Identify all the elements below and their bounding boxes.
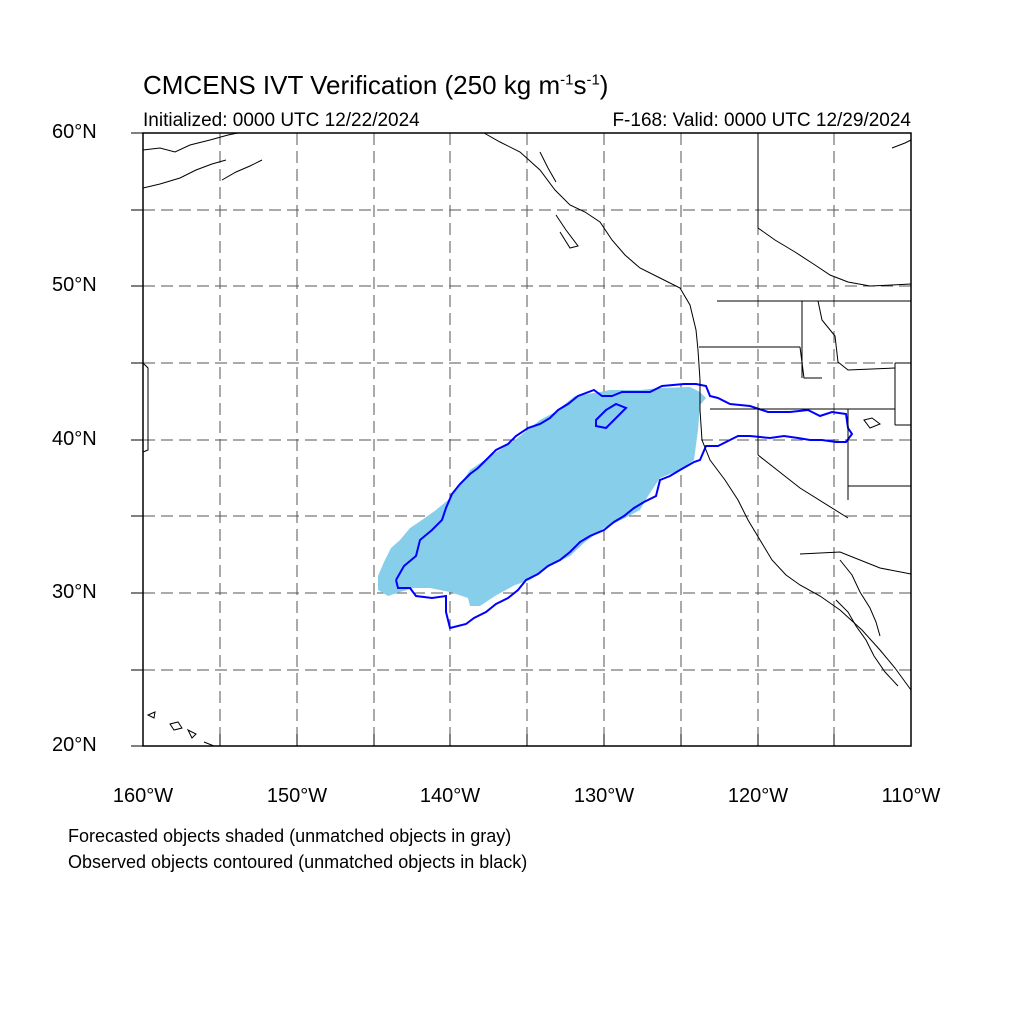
lat-label-40n: 40°N — [52, 428, 97, 450]
valid-time: F-168: Valid: 0000 UTC 12/29/2024 — [612, 110, 911, 131]
lat-label-30n: 30°N — [52, 581, 97, 603]
lon-label-150w: 150°W — [266, 785, 328, 807]
political-boundaries — [142, 133, 912, 575]
observed-ivt-contour — [395, 383, 854, 630]
coastlines — [142, 132, 912, 747]
tick-marks — [131, 132, 835, 747]
lat-label-60n: 60°N — [52, 121, 97, 143]
observed-note: Observed objects contoured (unmatched ob… — [68, 852, 528, 872]
forecast-ivt-object — [378, 387, 706, 606]
observed-ivt-contour-inner — [595, 402, 628, 430]
lat-label-20n: 20°N — [52, 734, 97, 756]
lon-label-160w: 160°W — [112, 785, 174, 807]
initialized-time: Initialized: 0000 UTC 12/22/2024 — [143, 110, 420, 131]
chart-title: CMCENS IVT Verification (250 kg m-1s-1) — [143, 70, 609, 100]
forecast-note: Forecasted objects shaded (unmatched obj… — [68, 826, 512, 846]
lon-label-140w: 140°W — [419, 785, 481, 807]
lat-label-50n: 50°N — [52, 274, 97, 296]
lon-label-120w: 120°W — [727, 785, 789, 807]
lon-label-130w: 130°W — [573, 785, 635, 807]
lon-label-110w: 110°W — [881, 785, 941, 807]
